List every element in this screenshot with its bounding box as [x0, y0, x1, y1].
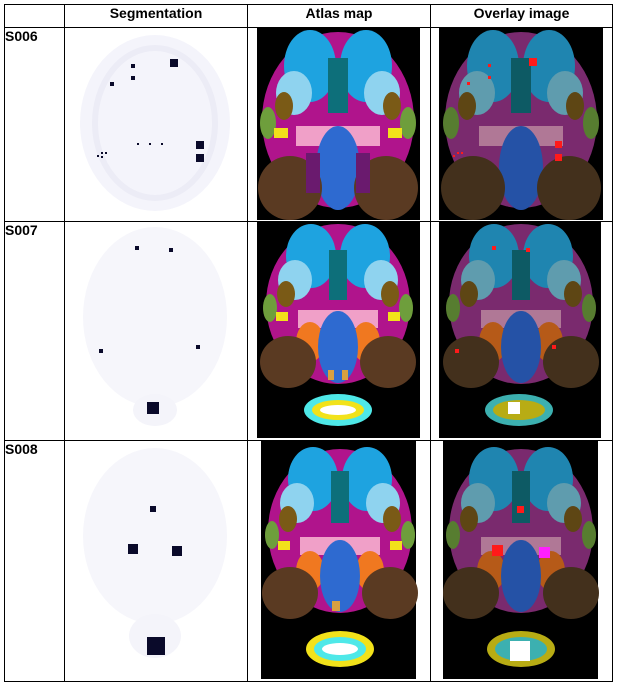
segmentation-cell	[64, 27, 248, 222]
atlas-map-image-s007	[257, 222, 420, 438]
atlas-map-cell	[247, 440, 431, 682]
segmentation-image-s008	[83, 448, 227, 658]
overlay-image-s007	[439, 222, 601, 438]
header-segmentation: Segmentation	[64, 4, 248, 28]
sample-label: S007	[4, 221, 65, 441]
table-row: S008	[4, 440, 613, 682]
segmentation-image-s007	[83, 227, 227, 426]
overlay-image-s006	[439, 28, 603, 220]
overlay-image-s008	[443, 441, 599, 679]
header-empty	[4, 4, 65, 28]
segmentation-cell	[64, 221, 248, 441]
table-row: S006	[4, 27, 613, 222]
atlas-map-cell	[247, 27, 431, 222]
sample-label: S006	[4, 27, 65, 222]
segmentation-cell	[64, 440, 248, 682]
atlas-map-cell	[247, 221, 431, 441]
overlay-image-cell	[430, 27, 613, 222]
overlay-image-cell	[430, 440, 613, 682]
header-atlas-map: Atlas map	[247, 4, 431, 28]
header-overlay-image: Overlay image	[430, 4, 613, 28]
overlay-image-cell	[430, 221, 613, 441]
atlas-map-image-s008	[261, 441, 418, 679]
segmentation-image-s006	[80, 35, 230, 211]
atlas-map-image-s006	[257, 28, 420, 220]
sample-label: S008	[4, 440, 65, 682]
table-row: S007	[4, 221, 613, 441]
header-row: Segmentation Atlas map Overlay image	[4, 4, 613, 28]
figure-table: Segmentation Atlas map Overlay image S00…	[4, 4, 613, 682]
